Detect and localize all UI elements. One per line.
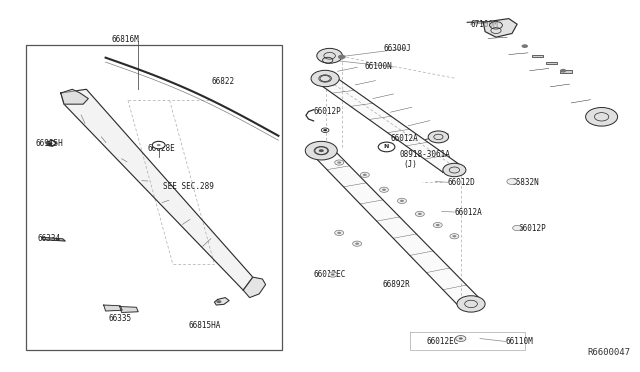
Circle shape bbox=[311, 70, 339, 87]
Polygon shape bbox=[243, 277, 266, 298]
Text: 66892R: 66892R bbox=[383, 280, 410, 289]
Circle shape bbox=[323, 129, 327, 131]
Circle shape bbox=[456, 336, 466, 341]
Polygon shape bbox=[483, 19, 517, 37]
Circle shape bbox=[436, 224, 440, 226]
Circle shape bbox=[335, 230, 344, 235]
Polygon shape bbox=[61, 89, 88, 104]
Circle shape bbox=[363, 174, 367, 176]
Text: 66012P: 66012P bbox=[518, 224, 546, 233]
Bar bbox=[560, 70, 572, 73]
Polygon shape bbox=[214, 298, 229, 305]
Text: R6600047: R6600047 bbox=[588, 348, 630, 357]
Circle shape bbox=[216, 300, 221, 303]
Text: 66915H: 66915H bbox=[35, 139, 63, 148]
Circle shape bbox=[457, 296, 485, 312]
Polygon shape bbox=[42, 237, 65, 241]
Circle shape bbox=[355, 243, 359, 245]
Circle shape bbox=[443, 163, 466, 177]
Text: 08918-3061A: 08918-3061A bbox=[400, 150, 451, 159]
Bar bbox=[532, 55, 543, 57]
Circle shape bbox=[338, 55, 346, 59]
Polygon shape bbox=[120, 307, 138, 312]
Text: (J): (J) bbox=[403, 160, 417, 169]
Polygon shape bbox=[314, 77, 465, 172]
Circle shape bbox=[337, 161, 341, 164]
Circle shape bbox=[400, 200, 404, 202]
Circle shape bbox=[331, 273, 335, 276]
Text: 66300J: 66300J bbox=[384, 44, 412, 53]
Text: 66816M: 66816M bbox=[112, 35, 140, 44]
Text: 66012EC: 66012EC bbox=[314, 270, 346, 279]
Circle shape bbox=[560, 69, 566, 73]
Circle shape bbox=[522, 44, 528, 48]
Circle shape bbox=[452, 235, 456, 237]
Text: SEE SEC.289: SEE SEC.289 bbox=[163, 182, 214, 190]
Text: N: N bbox=[384, 144, 389, 150]
Circle shape bbox=[418, 213, 422, 215]
Circle shape bbox=[397, 198, 406, 203]
Polygon shape bbox=[104, 305, 122, 311]
Text: 66028E: 66028E bbox=[147, 144, 175, 153]
Text: 66012D: 66012D bbox=[448, 178, 476, 187]
Circle shape bbox=[382, 189, 386, 191]
Circle shape bbox=[157, 144, 161, 146]
Polygon shape bbox=[61, 89, 253, 290]
Circle shape bbox=[450, 234, 459, 239]
Circle shape bbox=[380, 187, 388, 192]
Circle shape bbox=[428, 131, 449, 143]
Circle shape bbox=[305, 141, 337, 160]
Bar bbox=[546, 62, 557, 64]
Circle shape bbox=[328, 272, 337, 277]
Text: 66822: 66822 bbox=[211, 77, 234, 86]
Text: 66832N: 66832N bbox=[512, 178, 540, 187]
Circle shape bbox=[415, 211, 424, 217]
Bar bbox=[26, 45, 282, 350]
Circle shape bbox=[513, 225, 522, 231]
Circle shape bbox=[353, 241, 362, 246]
Text: 66334: 66334 bbox=[37, 234, 60, 243]
Circle shape bbox=[586, 108, 618, 126]
Text: 66815HA: 66815HA bbox=[189, 321, 221, 330]
Text: 66012P: 66012P bbox=[314, 107, 341, 116]
Text: 66335: 66335 bbox=[109, 314, 132, 323]
Circle shape bbox=[459, 337, 463, 340]
Text: 66012A: 66012A bbox=[454, 208, 482, 217]
Circle shape bbox=[337, 232, 341, 234]
Polygon shape bbox=[310, 149, 483, 307]
Circle shape bbox=[507, 179, 517, 185]
Circle shape bbox=[317, 48, 342, 63]
Text: 66110M: 66110M bbox=[506, 337, 533, 346]
Text: 66012EC: 66012EC bbox=[426, 337, 459, 346]
Circle shape bbox=[335, 160, 344, 165]
Circle shape bbox=[360, 172, 369, 177]
Text: 66100N: 66100N bbox=[365, 62, 392, 71]
Circle shape bbox=[433, 222, 442, 228]
Circle shape bbox=[152, 141, 165, 149]
Circle shape bbox=[47, 142, 52, 145]
Text: 67100M: 67100M bbox=[470, 20, 498, 29]
Text: 66012A: 66012A bbox=[390, 134, 418, 143]
Circle shape bbox=[319, 149, 324, 152]
